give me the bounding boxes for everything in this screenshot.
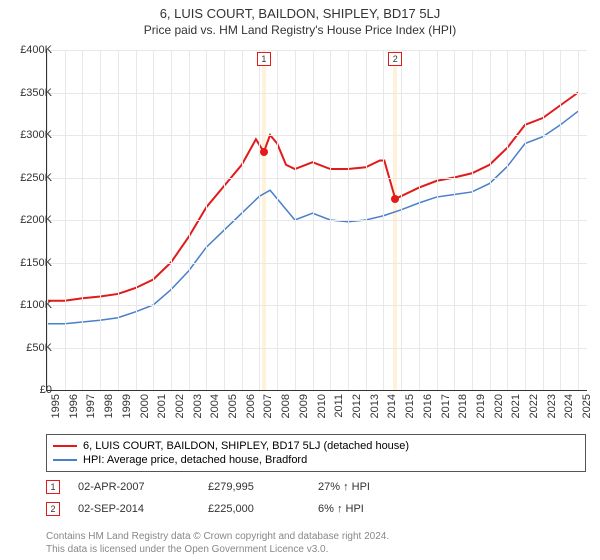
xtick-label: 2010 (316, 394, 328, 418)
legend-swatch (53, 445, 77, 447)
xtick-label: 2008 (280, 394, 292, 418)
xtick-label: 2012 (351, 394, 363, 418)
ytick-label: £150K (10, 257, 52, 269)
footer-text: Contains HM Land Registry data © Crown c… (46, 530, 389, 556)
xtick-label: 2000 (139, 394, 151, 418)
chart-title: 6, LUIS COURT, BAILDON, SHIPLEY, BD17 5L… (0, 0, 600, 21)
xtick-label: 2025 (581, 394, 593, 418)
ytick-label: £400K (10, 44, 52, 56)
legend-label: HPI: Average price, detached house, Brad… (83, 454, 307, 466)
legend-label: 6, LUIS COURT, BAILDON, SHIPLEY, BD17 5L… (83, 440, 409, 452)
chart-subtitle: Price paid vs. HM Land Registry's House … (0, 21, 600, 37)
sale-price-1: £279,995 (208, 481, 318, 493)
ytick-label: £350K (10, 87, 52, 99)
sale-price-2: £225,000 (208, 503, 318, 515)
xtick-label: 2021 (510, 394, 522, 418)
sale-marker-2: 2 (46, 502, 60, 516)
xtick-label: 1996 (68, 394, 80, 418)
sale-point (391, 195, 399, 203)
ytick-label: £50K (10, 342, 52, 354)
ytick-label: £250K (10, 172, 52, 184)
sale-row-1: 1 02-APR-2007 £279,995 27% ↑ HPI (46, 480, 586, 494)
sale-diff-1: 27% ↑ HPI (318, 481, 370, 493)
sale-date-1: 02-APR-2007 (78, 481, 208, 493)
xtick-label: 1998 (103, 394, 115, 418)
footer-line-2: This data is licensed under the Open Gov… (46, 543, 389, 556)
chart-sale-marker: 1 (257, 52, 271, 66)
xtick-label: 1999 (121, 394, 133, 418)
xtick-label: 2005 (227, 394, 239, 418)
legend-item: HPI: Average price, detached house, Brad… (53, 453, 579, 467)
plot-region (46, 50, 587, 391)
xtick-label: 2009 (298, 394, 310, 418)
xtick-label: 2001 (156, 394, 168, 418)
xtick-label: 2016 (422, 394, 434, 418)
xtick-label: 2007 (262, 394, 274, 418)
ytick-label: £0 (10, 384, 52, 396)
ytick-label: £300K (10, 129, 52, 141)
xtick-label: 2023 (546, 394, 558, 418)
legend-swatch (53, 459, 77, 461)
legend: 6, LUIS COURT, BAILDON, SHIPLEY, BD17 5L… (46, 434, 586, 472)
xtick-label: 2011 (333, 394, 345, 418)
xtick-label: 2020 (493, 394, 505, 418)
xtick-label: 2003 (192, 394, 204, 418)
chart-area (46, 50, 586, 390)
legend-item: 6, LUIS COURT, BAILDON, SHIPLEY, BD17 5L… (53, 439, 579, 453)
xtick-label: 2014 (386, 394, 398, 418)
ytick-label: £200K (10, 214, 52, 226)
sale-point (260, 148, 268, 156)
sale-date-2: 02-SEP-2014 (78, 503, 208, 515)
sale-row-2: 2 02-SEP-2014 £225,000 6% ↑ HPI (46, 502, 586, 516)
xtick-label: 2002 (174, 394, 186, 418)
xtick-label: 2019 (475, 394, 487, 418)
xtick-label: 2017 (440, 394, 452, 418)
xtick-label: 2022 (528, 394, 540, 418)
ytick-label: £100K (10, 299, 52, 311)
xtick-label: 1995 (50, 394, 62, 418)
chart-sale-marker: 2 (388, 52, 402, 66)
xtick-label: 1997 (85, 394, 97, 418)
xtick-label: 2006 (245, 394, 257, 418)
sale-marker-1: 1 (46, 480, 60, 494)
footer-line-1: Contains HM Land Registry data © Crown c… (46, 530, 389, 543)
xtick-label: 2015 (404, 394, 416, 418)
xtick-label: 2024 (563, 394, 575, 418)
sale-diff-2: 6% ↑ HPI (318, 503, 364, 515)
xtick-label: 2018 (457, 394, 469, 418)
xtick-label: 2013 (369, 394, 381, 418)
xtick-label: 2004 (209, 394, 221, 418)
